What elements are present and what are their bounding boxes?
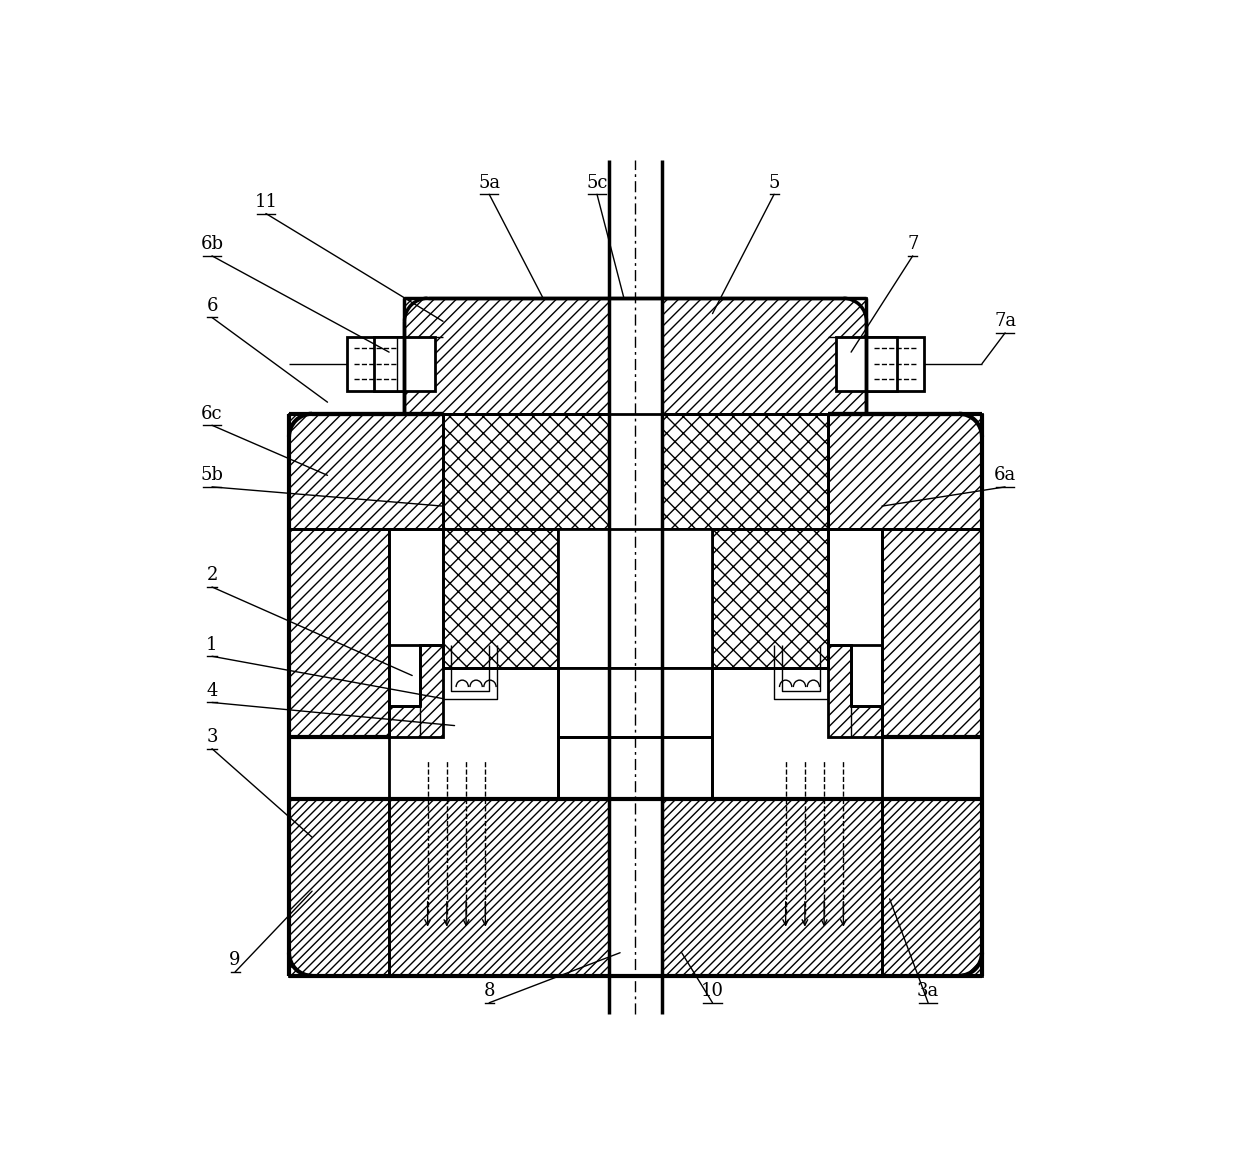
Text: 8: 8 — [484, 982, 495, 1001]
Text: 5b: 5b — [201, 466, 223, 485]
Bar — [558, 668, 713, 737]
Text: 11: 11 — [254, 193, 278, 211]
Text: 1: 1 — [206, 635, 218, 654]
Bar — [867, 337, 924, 391]
Text: 7: 7 — [906, 235, 919, 253]
Text: 6b: 6b — [201, 235, 223, 253]
Bar — [609, 160, 662, 1015]
Bar — [558, 529, 713, 668]
Bar — [558, 737, 713, 798]
Text: 3a: 3a — [916, 982, 939, 1001]
Text: 6: 6 — [206, 297, 218, 315]
Text: 3: 3 — [206, 728, 218, 746]
Text: 5c: 5c — [587, 174, 608, 192]
Text: 2: 2 — [206, 567, 218, 584]
Text: 5a: 5a — [479, 174, 500, 192]
Bar — [347, 337, 404, 391]
Text: 5: 5 — [769, 174, 780, 192]
Bar — [373, 337, 435, 391]
Text: 10: 10 — [701, 982, 724, 1001]
Text: 6c: 6c — [201, 405, 223, 422]
Text: 4: 4 — [206, 681, 218, 700]
Text: 7a: 7a — [994, 312, 1016, 331]
Text: 9: 9 — [229, 951, 241, 970]
Bar — [836, 337, 898, 391]
Text: 6a: 6a — [994, 466, 1017, 485]
